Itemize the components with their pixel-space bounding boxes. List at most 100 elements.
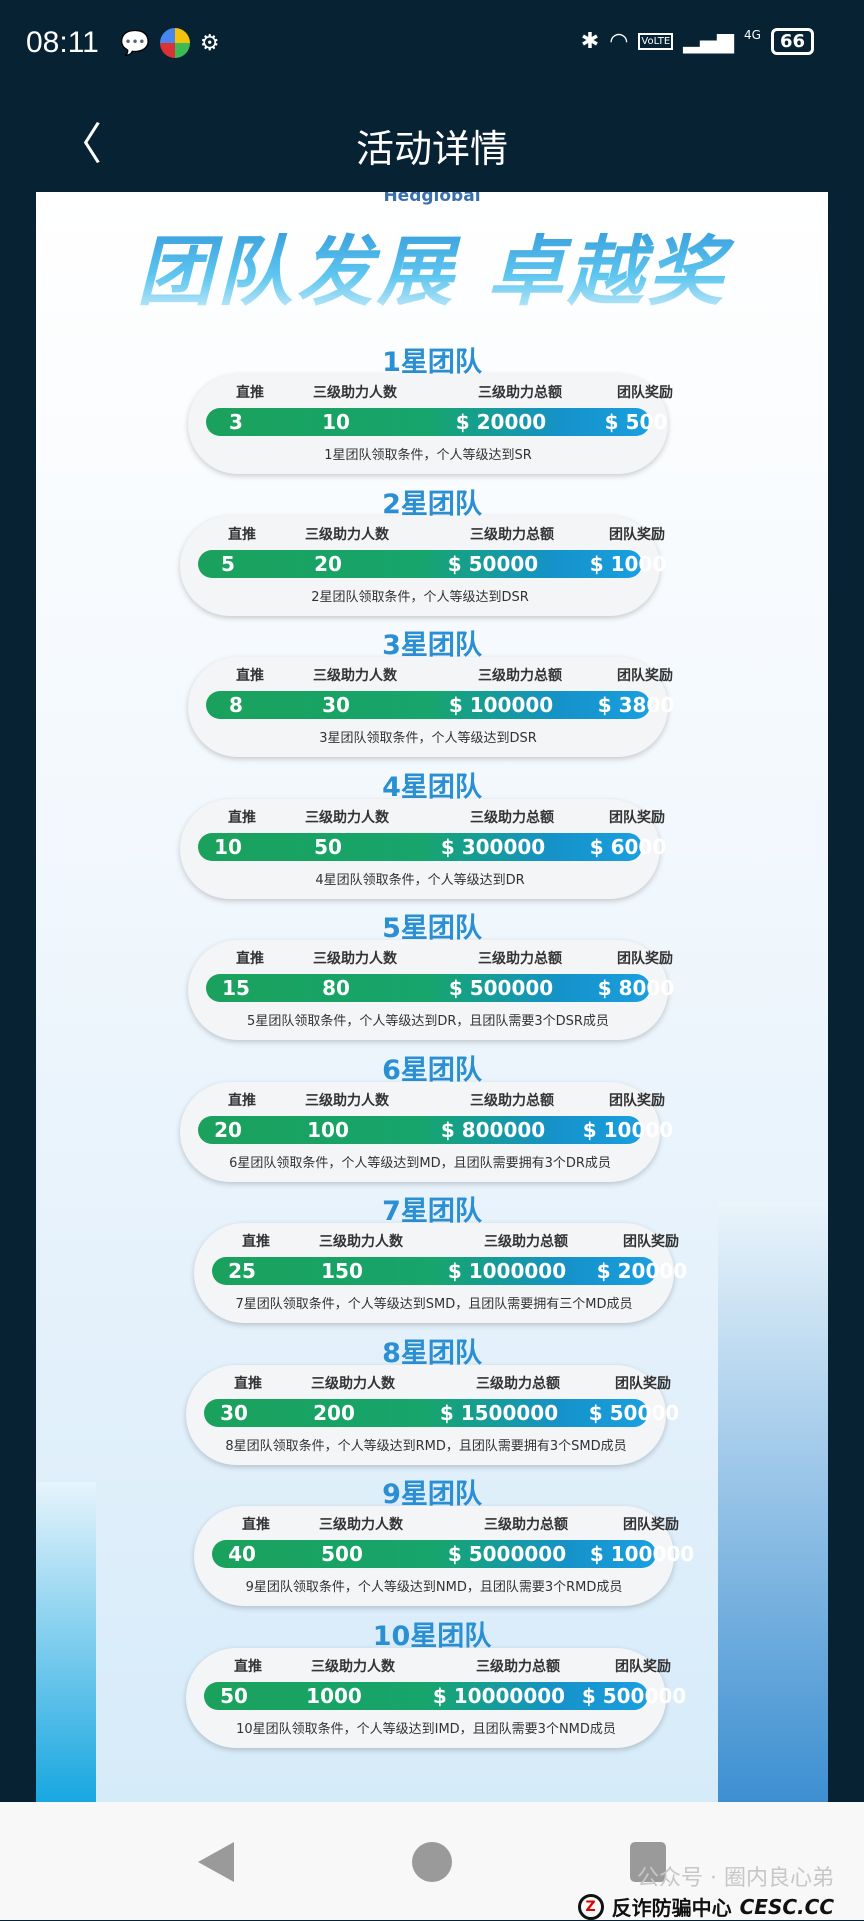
column-label: 团队奖励 (609, 526, 665, 543)
tier-people: 30 (322, 693, 350, 717)
column-label: 直推 (228, 809, 256, 826)
tier-columns: 直推 三级助力人数 三级助力总额 团队奖励 (180, 1090, 665, 1112)
clock: 08:11 (26, 26, 99, 59)
watermark-org: 反诈防骗中心 (611, 1896, 732, 1920)
tier-reward: $ 500000 (581, 1683, 687, 1708)
system-nav-bar: 公众号 · 圈内良心弟 Z 反诈防骗中心 CESC.CC (0, 1802, 864, 1920)
tier-direct: 20 (214, 1117, 242, 1142)
column-label: 三级助力总额 (478, 385, 562, 401)
tier-people: 80 (322, 976, 350, 1000)
tier-heading: 10星团队 (372, 1620, 492, 1652)
network-type: 4G (744, 28, 761, 42)
column-label: 三级助力人数 (305, 809, 389, 826)
column-label: 团队奖励 (623, 1234, 679, 1250)
tier-values-bar: 20 100 $ 800000 $ 10000 (198, 1115, 673, 1144)
tier-reward: $ 1000 (589, 551, 667, 576)
tier-heading: 7星团队 (382, 1196, 482, 1227)
tier-values-bar: 30 200 $ 1500000 $ 50000 (204, 1398, 679, 1427)
page-title: 活动详情 (355, 127, 508, 171)
tier-values-bar: 5 20 $ 50000 $ 1000 (198, 549, 666, 578)
tier-direct: 25 (228, 1259, 256, 1283)
tier-reward: $ 500 (604, 410, 668, 434)
tier-heading: 2星团队 (382, 488, 482, 520)
tier-values-bar: 40 500 $ 5000000 $ 100000 (212, 1540, 694, 1568)
column-label: 三级助力总额 (476, 1375, 560, 1392)
column-label: 三级助力总额 (470, 526, 554, 543)
tier-people: 1000 (306, 1683, 362, 1708)
chevron-left-icon[interactable]: 〈 (58, 119, 102, 170)
column-label: 三级助力总额 (476, 1658, 560, 1675)
tier-reward: $ 8000 (597, 976, 675, 1000)
tier-columns: 直推 三级助力人数 三级助力总额 团队奖励 (188, 382, 673, 404)
activity-poster: Hedglobal 团队发展 卓越奖 1星团队 直推 三级助力人数 三级助力总额 团队奖… (36, 192, 828, 1802)
tier-card: 直推 三级助力人数 三级助力总额 团队奖励 25 150 $ 1000000 $ 20000 7… (194, 1223, 687, 1323)
tier-columns: 直推 三级助力人数 三级助力总额 团队奖励 (186, 1656, 671, 1678)
tier-condition: 5星团队领取条件，个人等级达到DR，且团队需要3个DSR成员 (247, 1014, 609, 1029)
tier-people: 500 (321, 1542, 363, 1566)
tier-total: $ 1000000 (447, 1259, 567, 1283)
column-label: 三级助力人数 (313, 951, 397, 967)
tier-direct: 5 (221, 551, 235, 576)
tier-card: 直推 三级助力人数 三级助力总额 团队奖励 30 200 $ 1500000 $ 50000 8… (186, 1364, 679, 1465)
signal-icon: ▂▄▆ (683, 29, 734, 54)
tier-card: 直推 三级助力人数 三级助力总额 团队奖励 15 80 $ 500000 $ 8000 5星团队… (188, 940, 674, 1040)
tier-direct: 8 (229, 693, 243, 717)
column-label: 三级助力人数 (319, 1234, 403, 1250)
column-label: 三级助力人数 (305, 1092, 389, 1109)
tier-condition: 10星团队领取条件，个人等级达到IMD，且团队需要3个NMD成员 (236, 1721, 616, 1737)
tier-columns: 直推 三级助力人数 三级助力总额 团队奖励 (188, 948, 673, 970)
column-label: 团队奖励 (617, 385, 673, 401)
tier-columns: 直推 三级助力人数 三级助力总额 团队奖励 (180, 807, 665, 829)
tier-condition: 6星团队领取条件，个人等级达到MD，且团队需要拥有3个DR成员 (229, 1155, 611, 1171)
column-label: 直推 (228, 1092, 256, 1109)
tier-columns: 直推 三级助力人数 三级助力总额 团队奖励 (186, 1373, 671, 1395)
column-label: 三级助力人数 (319, 1517, 403, 1533)
tier-values-bar: 15 80 $ 500000 $ 8000 (206, 974, 674, 1002)
nav-back-button[interactable] (198, 1842, 234, 1882)
tier-people: 20 (314, 551, 342, 576)
tier-reward: $ 100000 (589, 1542, 695, 1566)
tier-reward: $ 20000 (596, 1259, 688, 1283)
bluetooth-icon: ✱ (580, 29, 600, 54)
tier-total: $ 800000 (440, 1117, 546, 1142)
tier-total: $ 50000 (447, 551, 539, 576)
tier-total: $ 300000 (440, 834, 546, 859)
column-label: 团队奖励 (617, 951, 673, 967)
watermark-site: CESC.CC (739, 1894, 834, 1919)
tier-condition: 4星团队领取条件，个人等级达到DR (315, 872, 525, 888)
tier-card: 直推 三级助力人数 三级助力总额 团队奖励 5 20 $ 50000 $ 1000 2星团队领取… (180, 515, 666, 616)
tier-card: 直推 三级助力人数 三级助力总额 团队奖励 40 500 $ 5000000 $ 100000… (194, 1506, 694, 1606)
tier-heading: 9星团队 (382, 1479, 482, 1510)
tier-values-bar: 10 50 $ 300000 $ 6000 (198, 832, 666, 861)
tier-people: 50 (314, 834, 342, 859)
column-label: 三级助力人数 (313, 385, 397, 401)
tier-total: $ 500000 (448, 976, 554, 1000)
column-label: 直推 (236, 951, 264, 967)
tier-people: 100 (307, 1117, 349, 1142)
tier-direct: 50 (220, 1683, 248, 1708)
tier-reward: $ 6000 (589, 834, 667, 859)
tier-direct: 3 (229, 410, 243, 434)
tier-direct: 40 (228, 1542, 256, 1566)
column-label: 团队奖励 (617, 668, 673, 684)
brand-logo: Hedglobal (383, 192, 481, 206)
tier-heading: 4星团队 (382, 771, 482, 803)
tier-card: 直推 三级助力人数 三级助力总额 团队奖励 10 50 $ 300000 $ 6000 4星团队… (180, 798, 666, 899)
tier-condition: 2星团队领取条件，个人等级达到DSR (311, 589, 529, 605)
tier-heading: 8星团队 (382, 1337, 482, 1369)
tier-card: 直推 三级助力人数 三级助力总额 团队奖励 20 100 $ 800000 $ 10000 6星… (180, 1081, 673, 1182)
tier-people: 10 (322, 410, 350, 434)
tier-columns: 直推 三级助力人数 三级助力总额 团队奖励 (194, 1514, 679, 1536)
column-label: 团队奖励 (615, 1658, 671, 1675)
tier-reward: $ 3800 (597, 693, 675, 717)
column-label: 三级助力总额 (470, 809, 554, 826)
column-label: 直推 (236, 668, 264, 684)
tier-condition: 8星团队领取条件，个人等级达到RMD，且团队需要拥有3个SMD成员 (225, 1438, 627, 1454)
column-label: 团队奖励 (609, 1092, 665, 1109)
nav-home-button[interactable] (412, 1842, 452, 1882)
nav-recents-button[interactable] (630, 1842, 666, 1882)
app-icon (159, 28, 190, 58)
tier-values-bar: 3 10 $ 20000 $ 500 (206, 408, 667, 436)
tier-condition: 3星团队领取条件，个人等级达到DSR (319, 731, 537, 746)
poster-title: 团队发展 卓越奖 (36, 210, 828, 320)
